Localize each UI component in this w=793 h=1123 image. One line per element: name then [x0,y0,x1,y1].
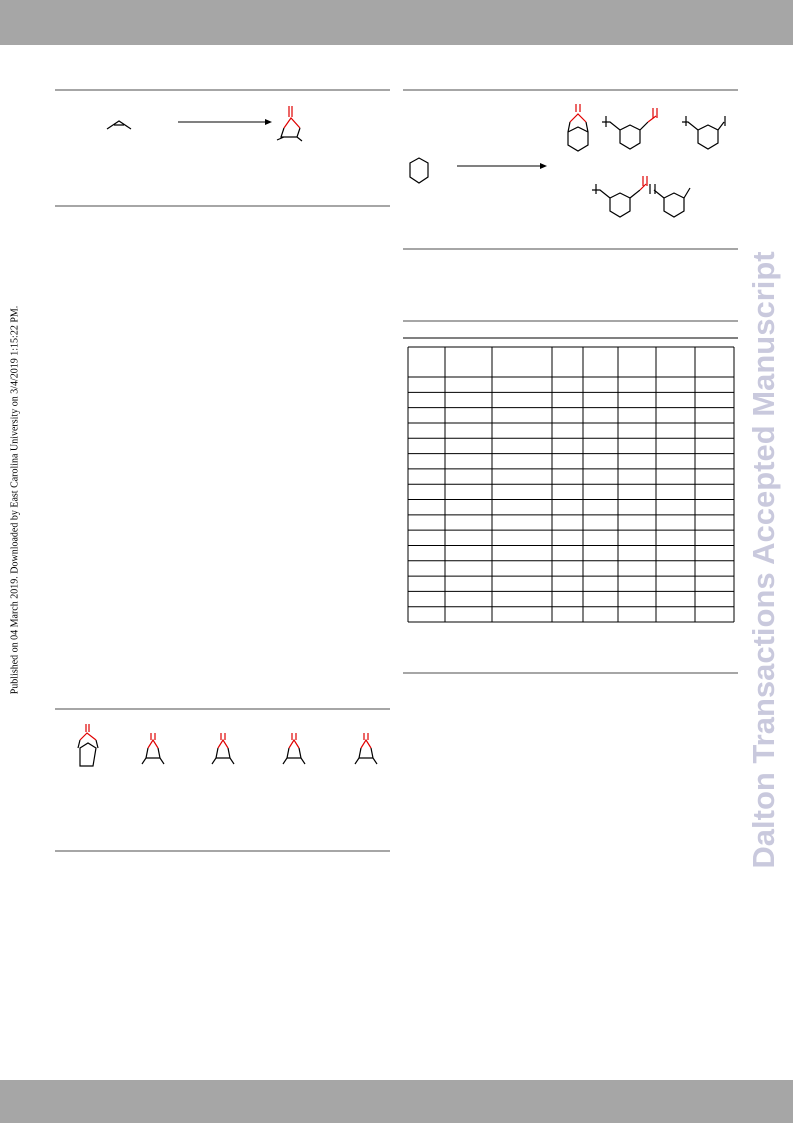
carbonyl [288,733,300,749]
scheme-left [106,106,303,142]
watermark: Dalton Transactions Accepted Manuscript [746,251,781,868]
arrowhead [265,119,272,125]
molecule [682,116,726,150]
molecule [106,120,132,130]
carbonyl [283,106,301,129]
carbonyl [147,733,159,749]
scheme-right [409,104,726,218]
molecule [409,157,429,184]
table [407,346,735,623]
molecule [141,747,165,765]
molecule [592,184,641,218]
molecule [282,747,306,765]
molecule [354,747,378,765]
structure-row [77,724,378,767]
molecule [649,184,691,218]
arrowhead [540,163,547,169]
header-bar [0,0,793,45]
sidebar-note: Published on 04 March 2019. Downloaded b… [9,306,20,695]
section-rules [55,89,738,852]
carbonyl [360,733,372,749]
molecule [211,747,235,765]
molecule [602,116,649,150]
carbonyl [217,733,229,749]
molecule [276,127,303,142]
carbonyl [647,108,658,123]
molecule [77,739,99,767]
carbonyl [639,176,648,191]
footer-bar [0,1080,793,1123]
molecule [567,121,589,152]
carbonyl [79,724,97,741]
carbonyl [569,104,587,123]
